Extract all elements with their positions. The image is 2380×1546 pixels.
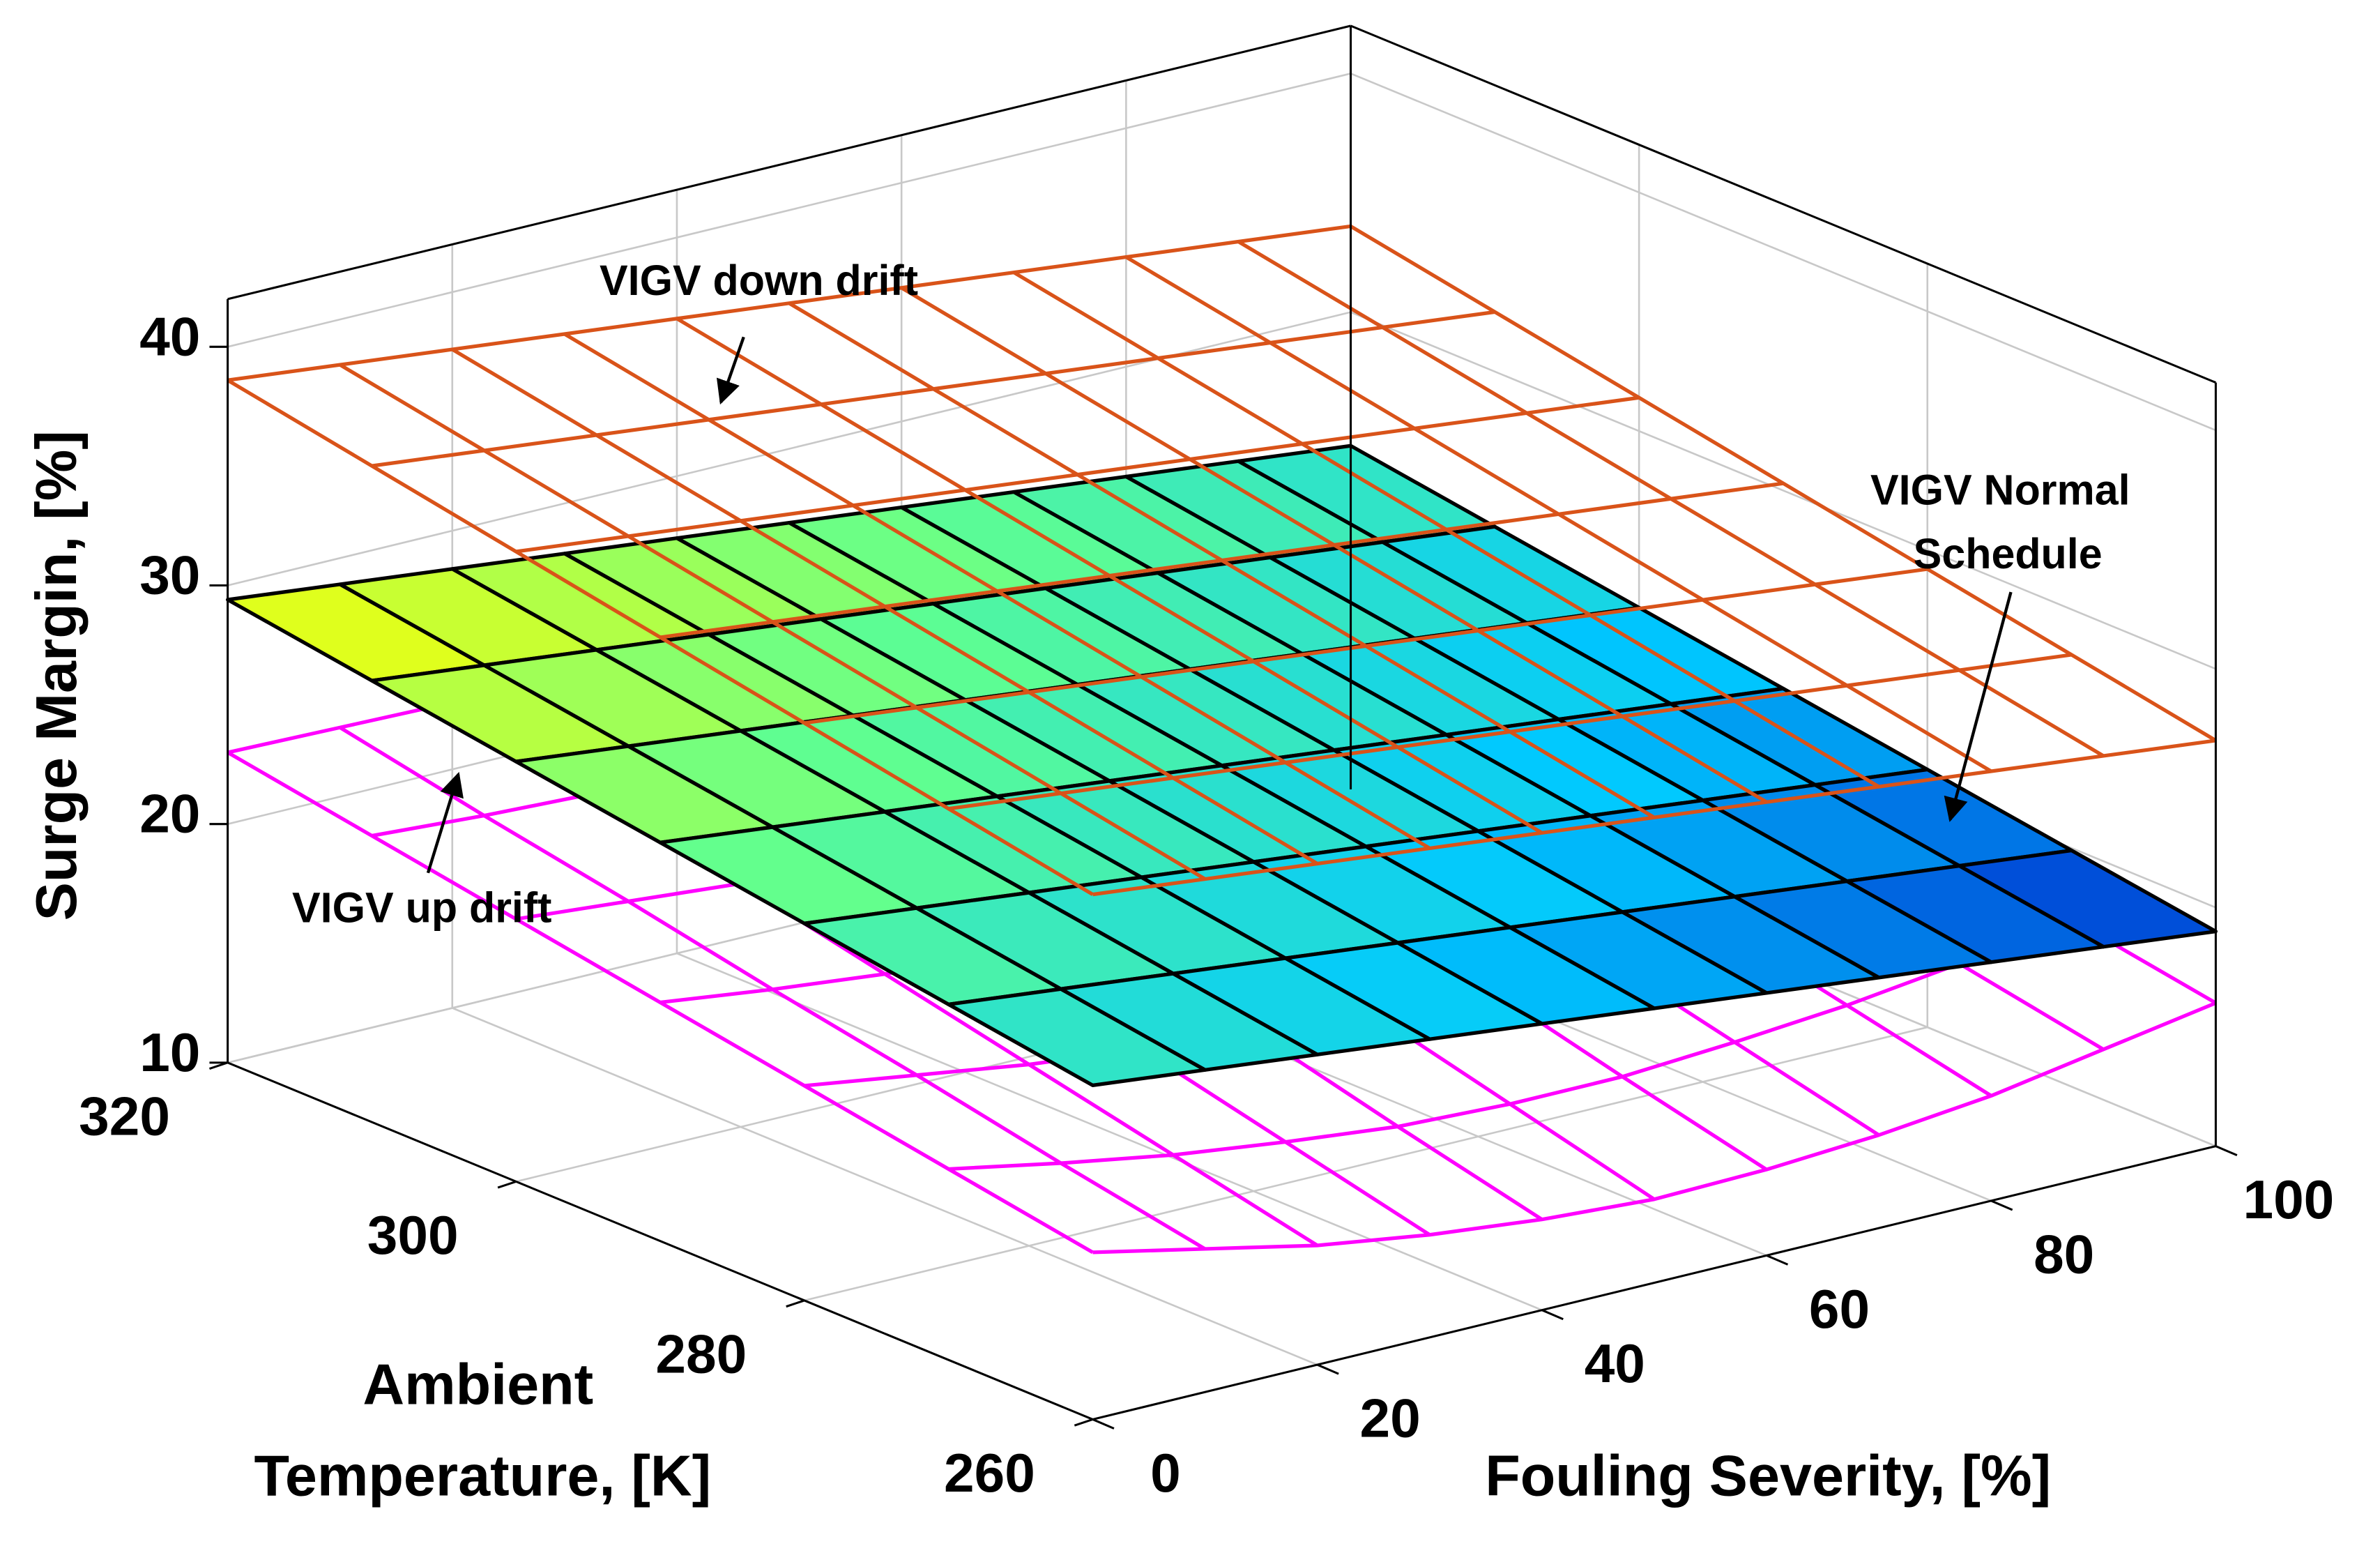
- x-tick-label: 40: [1585, 1333, 1645, 1394]
- mesh-line: [676, 317, 1543, 835]
- x-tick-label: 20: [1360, 1387, 1421, 1448]
- x-tick-label: 100: [2243, 1169, 2335, 1230]
- z-tick-label: 10: [139, 1022, 200, 1083]
- annotation-arrow: [1944, 591, 2013, 822]
- mesh-line: [227, 750, 1094, 1255]
- y-tick-label: 260: [944, 1442, 1035, 1503]
- tick-mark: [1092, 1418, 1115, 1430]
- tick-mark: [1990, 1199, 2013, 1211]
- axis-line: [1350, 24, 2216, 384]
- mesh-line: [900, 286, 1768, 804]
- surface-patch: [947, 987, 1207, 1087]
- surface: [225, 444, 2218, 1087]
- tick-mark: [2215, 1145, 2238, 1157]
- tick-mark: [786, 1299, 805, 1308]
- mesh-line: [1237, 240, 2105, 758]
- annotation: VIGV Normal: [1870, 467, 2130, 514]
- axis-line: [1092, 1145, 2216, 1420]
- y-tick-label: 320: [79, 1085, 170, 1146]
- surface: [227, 224, 2217, 897]
- x-tick-label: 60: [1809, 1278, 1870, 1340]
- y-axis-label: Temperature, [K]: [254, 1443, 711, 1508]
- grid-line: [227, 73, 1351, 348]
- axis-line: [227, 24, 1351, 301]
- axis-line: [227, 1061, 1094, 1420]
- z-tick-label: 40: [139, 305, 200, 367]
- annotation: VIGV up drift: [292, 884, 551, 931]
- surfaces: [225, 224, 2218, 1255]
- tick-mark: [1541, 1309, 1564, 1321]
- tick-mark: [1766, 1254, 1789, 1266]
- mesh-line: [339, 726, 1206, 1251]
- z-axis-label: Surge Margin, [%]: [24, 430, 89, 920]
- x-axis-label: Fouling Severity, [%]: [1485, 1443, 2051, 1508]
- annotation-arrow: [716, 336, 745, 405]
- z-tick-label: 30: [139, 544, 200, 605]
- annotation: VIGV down drift: [600, 257, 918, 304]
- tick-mark: [1317, 1363, 1339, 1375]
- tick-mark: [1074, 1418, 1093, 1427]
- mesh-line: [1350, 225, 2217, 743]
- mesh-line: [339, 363, 1206, 881]
- mesh-line: [227, 378, 1094, 896]
- tick-mark: [497, 1180, 517, 1189]
- mesh-line: [1125, 255, 1992, 773]
- grid-line: [676, 952, 1543, 1311]
- z-tick-label: 20: [139, 783, 200, 844]
- x-tick-label: 80: [2034, 1223, 2094, 1284]
- x-tick-label: 0: [1150, 1442, 1181, 1503]
- annotation: Schedule: [1914, 530, 2103, 577]
- grid-line: [804, 1026, 1928, 1302]
- mesh-line: [451, 347, 1318, 865]
- grid-line: [1350, 311, 2216, 670]
- grid-line: [452, 1007, 1318, 1366]
- y-tick-label: 300: [367, 1204, 459, 1266]
- grid-line: [1350, 73, 2216, 432]
- mesh-line: [1012, 271, 1880, 789]
- annotation-arrow: [426, 771, 464, 874]
- mesh-line: [563, 332, 1431, 850]
- mesh-line: [788, 301, 1656, 819]
- y-axis-label: Ambient: [363, 1352, 593, 1417]
- y-tick-label: 280: [655, 1323, 747, 1384]
